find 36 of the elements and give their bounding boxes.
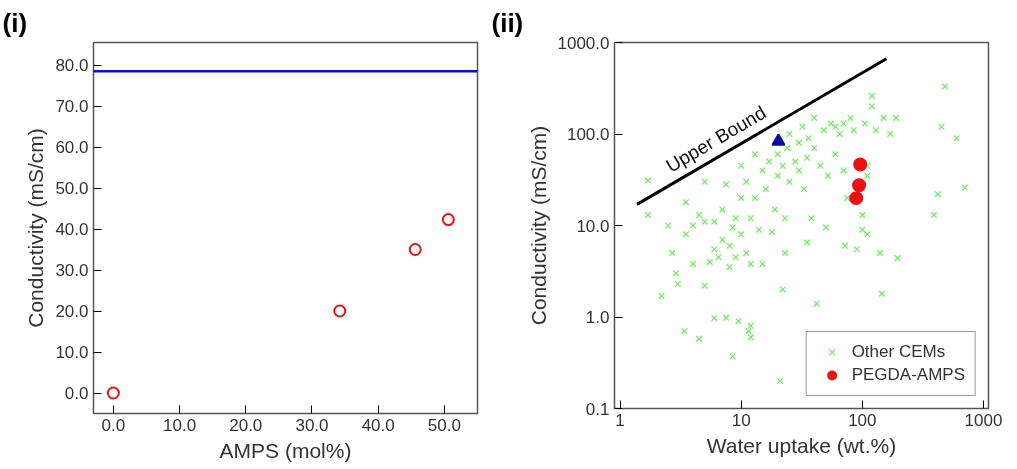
y-tick-label: 50.0 <box>55 179 89 199</box>
x-tick-label: 100 <box>848 410 877 430</box>
y-tick-label: 10.0 <box>55 343 89 363</box>
x-tick-label: 10 <box>731 410 751 430</box>
y-tick-label: 10.0 <box>576 216 610 236</box>
point <box>441 213 455 227</box>
x-axis-title: AMPS (mol%) <box>219 438 352 462</box>
y-tick-label: 30.0 <box>55 261 89 281</box>
y-tick-label: 0.0 <box>64 384 89 403</box>
y-tick-label: 40.0 <box>55 220 89 240</box>
y-tick-label: 1.0 <box>585 308 610 327</box>
y-tick-label: 0.1 <box>585 399 610 419</box>
point <box>333 304 347 318</box>
legend-label: PEGDA-AMPS <box>851 365 965 385</box>
x-axis-title: Water uptake (wt.%) <box>706 433 897 457</box>
y-axis-title: Conductivity (mS/cm) <box>24 128 48 328</box>
x-tick-label: 50.0 <box>427 415 461 435</box>
x-tick-label: 10.0 <box>163 415 197 435</box>
x-tick-label: 1 <box>615 410 625 430</box>
y-tick-label: 1000.0 <box>557 33 610 53</box>
point <box>106 386 120 400</box>
y-tick-label: 100.0 <box>566 125 610 144</box>
x-tick-label: 1000 <box>964 410 1003 430</box>
text: (ii) <box>491 7 524 38</box>
x-tick-label: 0.0 <box>101 415 126 435</box>
y-axis-title: Conductivity (mS/cm) <box>526 125 550 326</box>
x-tick-label: 40.0 <box>361 415 395 435</box>
x-tick-label: 20.0 <box>229 415 263 435</box>
y-tick-label: 20.0 <box>55 302 89 322</box>
y-tick-label: 80.0 <box>55 56 89 76</box>
text: (i) <box>2 7 28 38</box>
x-tick-label: 30.0 <box>295 415 329 435</box>
y-tick-label: 60.0 <box>55 138 89 158</box>
y-tick-label: 70.0 <box>55 97 89 117</box>
legend-label: Other CEMs <box>851 342 946 362</box>
point <box>408 243 422 257</box>
